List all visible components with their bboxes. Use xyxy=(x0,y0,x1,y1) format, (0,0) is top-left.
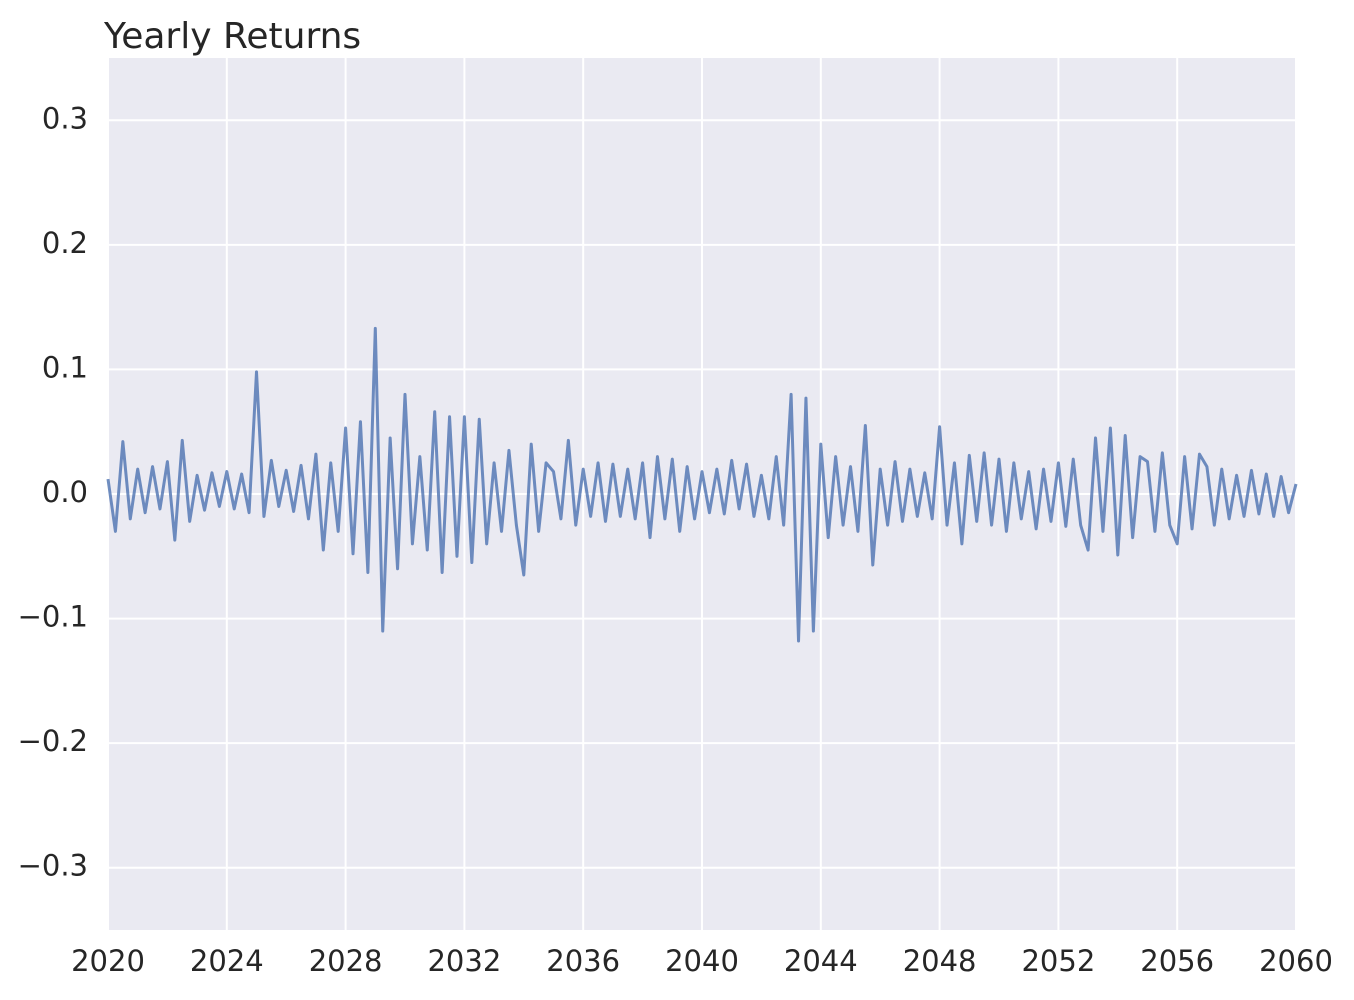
y-tick-label: 0.3 xyxy=(42,101,88,135)
y-tick-label: −0.3 xyxy=(18,849,88,883)
x-tick-label: 2020 xyxy=(71,944,145,978)
x-tick-label: 2036 xyxy=(546,944,620,978)
x-tick-label: 2040 xyxy=(665,944,739,978)
y-tick-label: −0.2 xyxy=(18,724,88,758)
y-tick-label: −0.1 xyxy=(18,600,88,634)
series-line xyxy=(106,326,1298,643)
x-tick-label: 2048 xyxy=(903,944,977,978)
x-tick-label: 2052 xyxy=(1021,944,1095,978)
x-tick-label: 2024 xyxy=(190,944,264,978)
y-tick-label: 0.2 xyxy=(42,226,88,260)
x-tick-label: 2028 xyxy=(309,944,383,978)
y-tick-label: 0.1 xyxy=(42,350,88,384)
x-tick-label: 2032 xyxy=(427,944,501,978)
x-tick-label: 2056 xyxy=(1140,944,1214,978)
x-tick-label: 2044 xyxy=(784,944,858,978)
x-tick-label: 2060 xyxy=(1259,944,1333,978)
y-tick-label: 0.0 xyxy=(42,475,88,509)
chart-title: Yearly Returns xyxy=(103,16,361,57)
